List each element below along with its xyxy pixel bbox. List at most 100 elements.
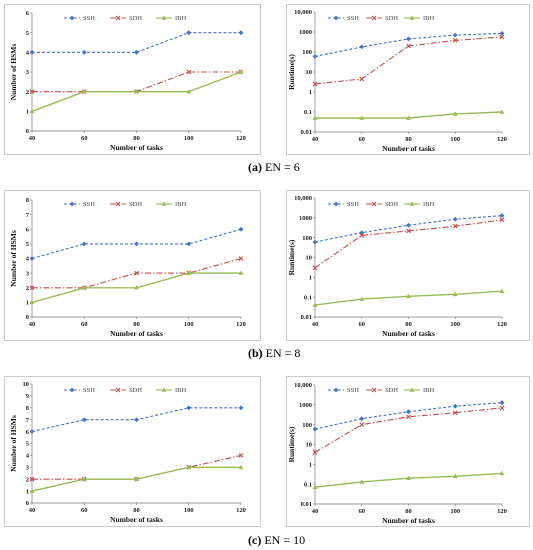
legend-marker-ibh [161, 15, 167, 20]
y-tick-label: 0.1 [304, 481, 312, 488]
data-point-ssh [186, 405, 192, 411]
chart-frame [286, 376, 530, 527]
y-tick-label: 1 [309, 275, 312, 282]
data-point-ibh [499, 109, 505, 114]
data-point-ssh [81, 241, 87, 247]
x-tick-label: 100 [184, 321, 194, 328]
data-point-sdh [499, 34, 505, 40]
legend-label-ssh: SSH [347, 15, 359, 22]
caption-c-text: EN = 10 [261, 533, 305, 547]
legend-label-ssh: SSH [83, 201, 95, 208]
legend-marker-ssh [69, 15, 75, 21]
data-point-ibh [81, 285, 87, 290]
x-tick-label: 120 [497, 321, 507, 328]
data-point-ssh [186, 30, 192, 36]
legend-label-ssh: SSH [83, 387, 95, 394]
chart-frame [286, 4, 530, 155]
data-point-sdh [359, 422, 365, 428]
y-axis-label: Runtime(s) [287, 426, 296, 462]
data-point-sdh [406, 414, 411, 420]
series-line-ssh [32, 32, 241, 53]
data-point-ibh [499, 470, 505, 476]
legend-marker-ibh [161, 387, 167, 392]
legend-label-ssh: SSH [347, 201, 359, 208]
legend-marker-ibh [409, 387, 415, 392]
caption-a-letter: (a) [248, 160, 262, 174]
legend-marker-ibh [409, 201, 415, 206]
y-tick-label: 100 [302, 49, 312, 56]
legend-marker-sdh [115, 387, 121, 393]
y-tick-label: 10 [306, 255, 313, 262]
data-point-ibh [134, 89, 139, 94]
data-point-ssh [29, 49, 35, 55]
legend-marker-ssh [69, 201, 75, 207]
data-point-ibh [238, 69, 244, 74]
y-tick-label: 10,000 [294, 382, 312, 389]
data-point-sdh [312, 81, 318, 87]
data-point-ibh [452, 111, 458, 116]
data-point-ssh [452, 32, 458, 38]
x-tick-label: 60 [81, 507, 88, 514]
x-tick-label: 120 [497, 508, 507, 515]
x-tick-label: 60 [81, 321, 88, 328]
data-point-sdh [29, 285, 35, 291]
y-tick-label: 3 [26, 69, 30, 76]
legend-marker-sdh [115, 201, 121, 207]
y-tick-label: 8 [26, 197, 30, 204]
y-tick-label: 1000 [299, 215, 312, 222]
caption-a: (a) EN = 6 [248, 160, 300, 174]
legend-marker-sdh [115, 15, 121, 21]
y-tick-label: 5 [26, 441, 30, 448]
x-tick-label: 40 [312, 136, 319, 143]
legend-marker-sdh [371, 15, 377, 21]
legend-marker-sdh [371, 201, 377, 207]
x-tick-label: 80 [133, 507, 140, 514]
x-tick-label: 80 [133, 321, 140, 328]
data-point-ibh [186, 270, 192, 275]
data-point-sdh [499, 217, 505, 223]
data-point-ssh [238, 30, 244, 36]
data-point-sdh [312, 265, 318, 271]
data-point-ssh [406, 36, 411, 42]
legend-marker-sdh [371, 387, 377, 393]
chart-2: 0.01 0.1 1 10 100 1000 10,000 40 60 80 100 120 Numbe… [286, 4, 530, 155]
chart-3: 0 1 2 3 4 5 6 7 8 40 60 80 100 120 Number of tasks Numb… [4, 190, 261, 341]
y-tick-label: 1 [309, 89, 312, 96]
legend-marker-ibh [409, 15, 415, 20]
x-tick-label: 40 [29, 321, 36, 328]
data-point-ibh [186, 89, 192, 94]
x-tick-label: 40 [29, 135, 36, 142]
data-point-sdh [406, 228, 411, 234]
chart-frame [4, 376, 261, 527]
legend-label-sdh: SDH [129, 387, 142, 394]
x-axis-label: Number of tasks [382, 144, 435, 153]
y-tick-label: 7 [26, 212, 30, 219]
caption-b: (b) EN = 8 [248, 346, 300, 360]
data-point-ssh [406, 222, 411, 228]
legend-label-ibh: IBH [175, 15, 187, 22]
data-point-ibh [312, 484, 318, 490]
caption-c: (c) EN = 10 [248, 533, 305, 547]
legend-label-ibh: IBH [423, 387, 435, 394]
data-point-ibh [134, 285, 139, 290]
data-point-sdh [29, 89, 35, 95]
y-tick-label: 4 [26, 256, 30, 263]
data-point-ssh [29, 256, 35, 261]
data-point-ssh [81, 49, 87, 55]
data-point-ssh [238, 226, 244, 232]
y-tick-label: 6 [26, 10, 30, 17]
y-axis-label: Number of HSMs [9, 44, 18, 101]
x-tick-label: 40 [312, 508, 319, 515]
data-point-ibh [238, 464, 244, 470]
legend-label-ibh: IBH [175, 201, 187, 208]
y-tick-label: 0.1 [304, 294, 312, 301]
y-tick-label: 6 [26, 226, 30, 233]
y-axis-label: Number of HSMs [9, 415, 18, 472]
data-point-ssh [134, 417, 139, 423]
data-point-sdh [238, 453, 244, 458]
x-tick-label: 120 [236, 135, 246, 142]
chart-5: 0 1 2 3 4 5 6 7 8 9 10 40 60 80 100 120 Number of tasks N… [4, 376, 261, 527]
data-point-ibh [452, 291, 458, 297]
y-tick-label: 4 [26, 50, 30, 57]
